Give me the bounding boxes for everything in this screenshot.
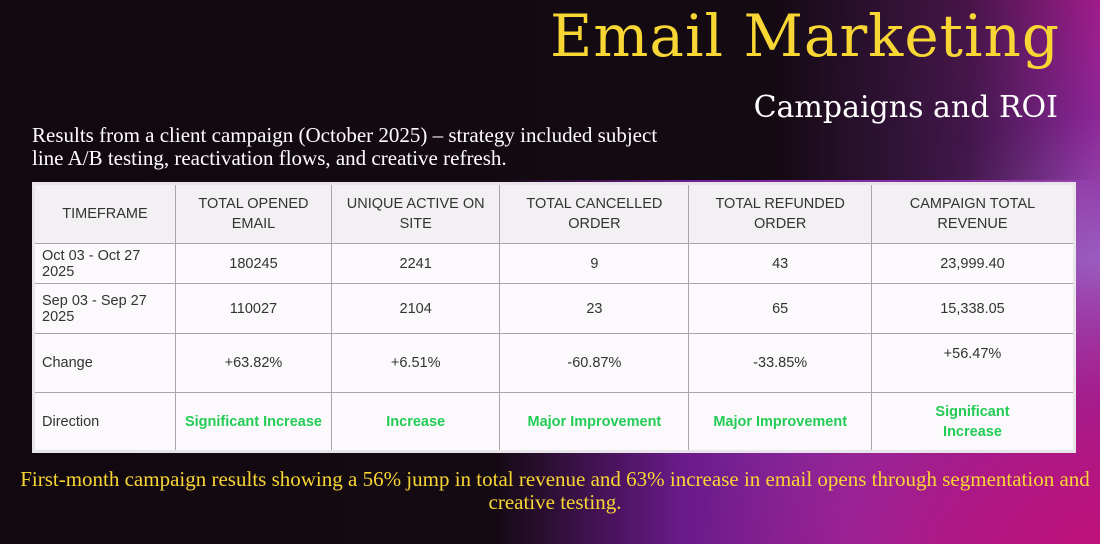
table-cell: -33.85%	[688, 333, 872, 393]
intro-text: Results from a client campaign (October …	[32, 123, 658, 170]
direction-cell: Increase	[330, 392, 501, 452]
table-header-row: TIMEFRAME TOTAL OPENED EMAIL UNIQUE ACTI…	[33, 183, 1076, 244]
column-header: CAMPAIGN TOTAL REVENUE	[870, 183, 1076, 244]
table-cell: Sep 03 - Sep 27 2025	[33, 283, 176, 334]
column-header: TOTAL OPENED EMAIL	[174, 183, 333, 244]
table-row: Direction Significant Increase Increase …	[33, 392, 1076, 452]
table-cell: 2104	[330, 283, 501, 334]
header-background	[0, 0, 1100, 180]
table-cell: Oct 03 - Oct 27 2025	[33, 243, 176, 284]
table-cell: +6.51%	[330, 333, 501, 393]
table-row: Change +63.82% +6.51% -60.87% -33.85% +5…	[33, 333, 1076, 393]
table-cell: 23,999.40	[870, 243, 1076, 284]
table-row: Oct 03 - Oct 27 2025 180245 2241 9 43 23…	[33, 243, 1076, 284]
table-cell: 65	[688, 283, 872, 334]
table-cell: 9	[499, 243, 690, 284]
footer-summary: First-month campaign results showing a 5…	[20, 467, 1090, 514]
direction-cell: Major Improvement	[688, 392, 872, 452]
column-header: TIMEFRAME	[33, 183, 176, 244]
table-cell: 15,338.05	[870, 283, 1076, 334]
results-table: TIMEFRAME TOTAL OPENED EMAIL UNIQUE ACTI…	[32, 182, 1076, 453]
table-cell: 110027	[174, 283, 333, 334]
column-header: TOTAL REFUNDED ORDER	[688, 183, 872, 244]
table-cell: 180245	[174, 243, 333, 284]
table-cell: 23	[499, 283, 690, 334]
table-cell: 2241	[330, 243, 501, 284]
table-cell: -60.87%	[499, 333, 690, 393]
column-header: UNIQUE ACTIVE ON SITE	[330, 183, 501, 244]
table-cell: +56.47%	[870, 333, 1076, 393]
direction-cell: Significant Increase	[870, 392, 1076, 452]
direction-cell: Major Improvement	[499, 392, 690, 452]
table-cell: Change	[33, 333, 176, 393]
page-title: Email Marketing	[550, 2, 1060, 70]
column-header: TOTAL CANCELLED ORDER	[499, 183, 690, 244]
table-row: Sep 03 - Sep 27 2025 110027 2104 23 65 1…	[33, 283, 1076, 334]
table-cell: +63.82%	[174, 333, 333, 393]
table-cell: Direction	[33, 392, 176, 452]
direction-cell: Significant Increase	[174, 392, 333, 452]
page-subtitle: Campaigns and ROI	[753, 90, 1058, 125]
table-cell: 43	[688, 243, 872, 284]
